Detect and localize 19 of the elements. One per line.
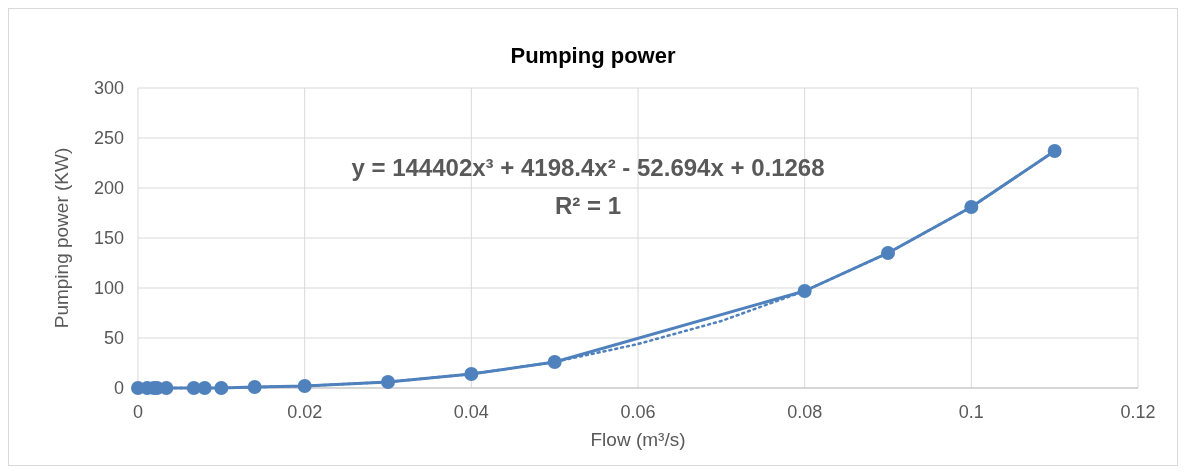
y-tick-label: 200 xyxy=(93,178,124,199)
y-tick-label: 150 xyxy=(93,228,124,249)
y-tick-label: 250 xyxy=(93,128,124,149)
annotation: y = 144402x³ + 4198.4x² - 52.694x + 0.1268 xyxy=(351,154,825,181)
x-axis-title: Flow (m³/s) xyxy=(590,429,686,450)
y-tick-label: 50 xyxy=(103,328,124,349)
y-axis-title: Pumping power (KW) xyxy=(51,147,72,329)
x-tick-label: 0.06 xyxy=(620,402,656,422)
x-tick-label: 0.08 xyxy=(787,402,823,422)
x-tick-label: 0.04 xyxy=(453,402,489,422)
y-tick-label: 300 xyxy=(93,78,124,99)
x-tick-label: 0.12 xyxy=(1120,402,1156,422)
x-tick-label: 0 xyxy=(132,402,144,422)
chart-title: Pumping power xyxy=(510,43,676,68)
y-tick-label: 0 xyxy=(113,378,124,399)
annotation: R² = 1 xyxy=(554,192,622,219)
x-tick-label: 0.1 xyxy=(958,402,984,422)
y-tick-label: 100 xyxy=(93,278,124,299)
x-tick-label: 0.02 xyxy=(287,402,323,422)
